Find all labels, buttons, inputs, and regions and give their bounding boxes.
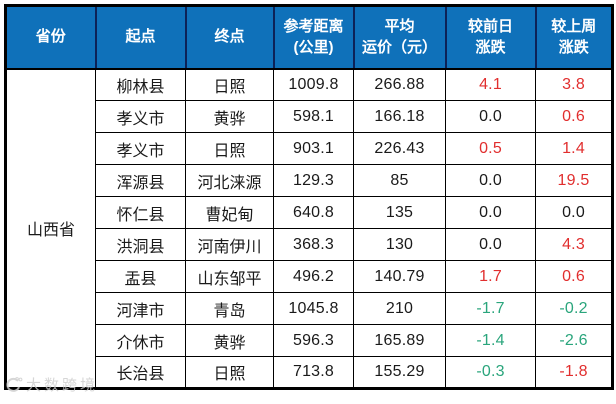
price-cell: 140.79 bbox=[353, 260, 446, 293]
price-cell: 130 bbox=[353, 228, 446, 261]
destination-cell: 河北涞源 bbox=[185, 164, 274, 197]
distance-cell: 1009.8 bbox=[273, 68, 354, 101]
header-province: 省份 bbox=[5, 5, 96, 70]
origin-cell: 怀仁县 bbox=[95, 196, 186, 229]
header-week-change: 较上周 涨跌 bbox=[534, 5, 613, 70]
week-change-cell: -0.2 bbox=[535, 292, 613, 325]
header-origin: 起点 bbox=[94, 5, 186, 70]
origin-cell: 柳林县 bbox=[95, 68, 186, 101]
distance-cell: 496.2 bbox=[273, 260, 354, 293]
day-change-cell: -1.4 bbox=[445, 324, 536, 357]
destination-cell: 日照 bbox=[185, 132, 274, 165]
distance-cell: 640.8 bbox=[273, 196, 354, 229]
week-change-cell: -2.6 bbox=[535, 324, 613, 357]
price-cell: 135 bbox=[353, 196, 446, 229]
table-row: 浑源县 河北涞源 129.3 85 0.0 19.5 bbox=[6, 164, 613, 197]
table-row: 河津市 青岛 1045.8 210 -1.7 -0.2 bbox=[6, 292, 613, 325]
table-row: 长治县 日照 713.8 155.29 -0.3 -1.8 bbox=[6, 356, 613, 389]
origin-cell: 盂县 bbox=[95, 260, 186, 293]
table-row: 孝义市 日照 903.1 226.43 0.5 1.4 bbox=[6, 132, 613, 165]
table-row: 介休市 黄骅 596.3 165.89 -1.4 -2.6 bbox=[6, 324, 613, 357]
day-change-cell: -1.7 bbox=[445, 292, 536, 325]
header-day-change: 较前日 涨跌 bbox=[444, 5, 536, 70]
distance-cell: 713.8 bbox=[273, 356, 354, 389]
week-change-cell: 0.6 bbox=[535, 260, 613, 293]
week-change-cell: 0.0 bbox=[535, 196, 613, 229]
origin-cell: 洪洞县 bbox=[95, 228, 186, 261]
origin-cell: 河津市 bbox=[95, 292, 186, 325]
day-change-cell: 0.5 bbox=[445, 132, 536, 165]
origin-cell: 长治县 bbox=[95, 356, 186, 389]
week-change-cell: 0.6 bbox=[535, 100, 613, 133]
week-change-cell: 1.4 bbox=[535, 132, 613, 165]
distance-cell: 598.1 bbox=[273, 100, 354, 133]
header-destination: 终点 bbox=[184, 5, 274, 70]
price-cell: 165.89 bbox=[353, 324, 446, 357]
week-change-cell: 19.5 bbox=[535, 164, 613, 197]
origin-cell: 浑源县 bbox=[95, 164, 186, 197]
distance-cell: 903.1 bbox=[273, 132, 354, 165]
price-cell: 226.43 bbox=[353, 132, 446, 165]
destination-cell: 山东邹平 bbox=[185, 260, 274, 293]
destination-cell: 日照 bbox=[185, 68, 274, 101]
price-cell: 166.18 bbox=[353, 100, 446, 133]
freight-rate-table: 省份 起点 终点 参考距离 (公里) 平均 运价（元） 较前日 涨跌 较上周 涨跌 山西… bbox=[4, 4, 614, 390]
day-change-cell: -0.3 bbox=[445, 356, 536, 389]
day-change-cell: 0.0 bbox=[445, 100, 536, 133]
destination-cell: 日照 bbox=[185, 356, 274, 389]
week-change-cell: 4.3 bbox=[535, 228, 613, 261]
destination-cell: 黄骅 bbox=[185, 324, 274, 357]
table-row: 洪洞县 河南伊川 368.3 130 0.0 4.3 bbox=[6, 228, 613, 261]
distance-cell: 596.3 bbox=[273, 324, 354, 357]
origin-cell: 孝义市 bbox=[95, 132, 186, 165]
destination-cell: 曹妃甸 bbox=[185, 196, 274, 229]
table-row: 山西省 柳林县 日照 1009.8 266.88 4.1 3.8 bbox=[5, 68, 613, 389]
distance-cell: 129.3 bbox=[273, 164, 354, 197]
day-change-cell: 0.0 bbox=[445, 228, 536, 261]
header-avg-price: 平均 运价（元） bbox=[352, 5, 446, 70]
province-merged-cell: 山西省 bbox=[5, 68, 96, 389]
day-change-cell: 1.7 bbox=[445, 260, 536, 293]
origin-cell: 孝义市 bbox=[95, 100, 186, 133]
day-change-cell: 0.0 bbox=[445, 196, 536, 229]
header-distance: 参考距离 (公里) bbox=[272, 5, 354, 70]
week-change-cell: -1.8 bbox=[535, 356, 613, 389]
table-row: 孝义市 黄骅 598.1 166.18 0.0 0.6 bbox=[6, 100, 613, 133]
destination-cell: 黄骅 bbox=[185, 100, 274, 133]
price-cell: 155.29 bbox=[353, 356, 446, 389]
distance-cell: 1045.8 bbox=[273, 292, 354, 325]
day-change-cell: 4.1 bbox=[445, 68, 536, 101]
price-cell: 266.88 bbox=[353, 68, 446, 101]
destination-cell: 青岛 bbox=[185, 292, 274, 325]
distance-cell: 368.3 bbox=[273, 228, 354, 261]
week-change-cell: 3.8 bbox=[535, 68, 613, 101]
price-cell: 85 bbox=[353, 164, 446, 197]
destination-cell: 河南伊川 bbox=[185, 228, 274, 261]
day-change-cell: 0.0 bbox=[445, 164, 536, 197]
origin-cell: 介休市 bbox=[95, 324, 186, 357]
table-row: 怀仁县 曹妃甸 640.8 135 0.0 0.0 bbox=[6, 196, 613, 229]
table-header-row: 省份 起点 终点 参考距离 (公里) 平均 运价（元） 较前日 涨跌 较上周 涨跌 bbox=[5, 5, 613, 70]
table-row: 盂县 山东邹平 496.2 140.79 1.7 0.6 bbox=[6, 260, 613, 293]
price-cell: 210 bbox=[353, 292, 446, 325]
